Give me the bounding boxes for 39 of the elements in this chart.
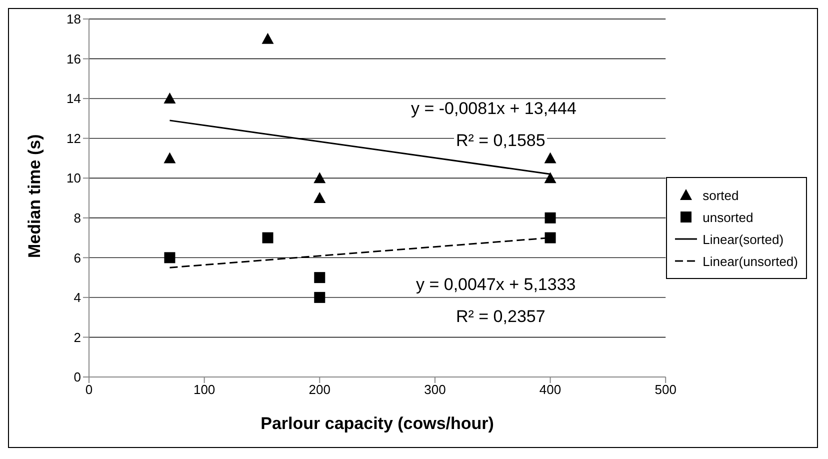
y-tick-label: 12: [66, 130, 81, 146]
point: [544, 232, 556, 244]
point: [164, 252, 176, 264]
x-tick-label: 300: [424, 382, 446, 398]
y-tick-label: 4: [74, 290, 81, 306]
x-tick-label: 200: [308, 382, 330, 398]
y-tick-label: 8: [74, 210, 81, 226]
x-tick-label: 400: [539, 382, 562, 398]
y-tick-label: 10: [66, 170, 81, 186]
y-tick-label: 6: [74, 250, 81, 266]
x-tick-label: 0: [85, 382, 93, 398]
annotation: y = -0,0081x + 13,444: [409, 99, 578, 119]
legend-label: Linear(unsorted): [702, 254, 798, 268]
x-tick-label: 100: [193, 382, 216, 398]
y-axis-title: Median time (s): [25, 134, 44, 258]
y-tick-label: 18: [66, 12, 81, 27]
legend-label: Linear(sorted): [702, 232, 784, 246]
x-tick-label: 500: [654, 382, 676, 398]
annotation: y = 0,0047x + 5,1333: [414, 275, 578, 295]
x-axis-title: Parlour capacity (cows/hour): [260, 414, 494, 433]
y-tick-label: 14: [66, 91, 81, 106]
point: [544, 152, 556, 164]
annotation: R² = 0,2357: [454, 307, 548, 327]
point: [314, 292, 326, 303]
point: [314, 172, 326, 184]
point: [262, 32, 274, 44]
point: [262, 232, 274, 244]
point: [164, 152, 176, 164]
point: [314, 272, 326, 284]
y-tick-label: 2: [74, 330, 81, 345]
point: [544, 212, 556, 224]
legend-label: unsorted: [702, 210, 754, 224]
y-tick-label: 0: [74, 370, 81, 385]
y-tick-label: 16: [66, 51, 81, 66]
point: [544, 172, 556, 184]
point: [314, 192, 326, 203]
annotation: R² = 0,1585: [454, 131, 548, 151]
point: [164, 92, 176, 104]
legend-label: sorted: [702, 188, 739, 202]
